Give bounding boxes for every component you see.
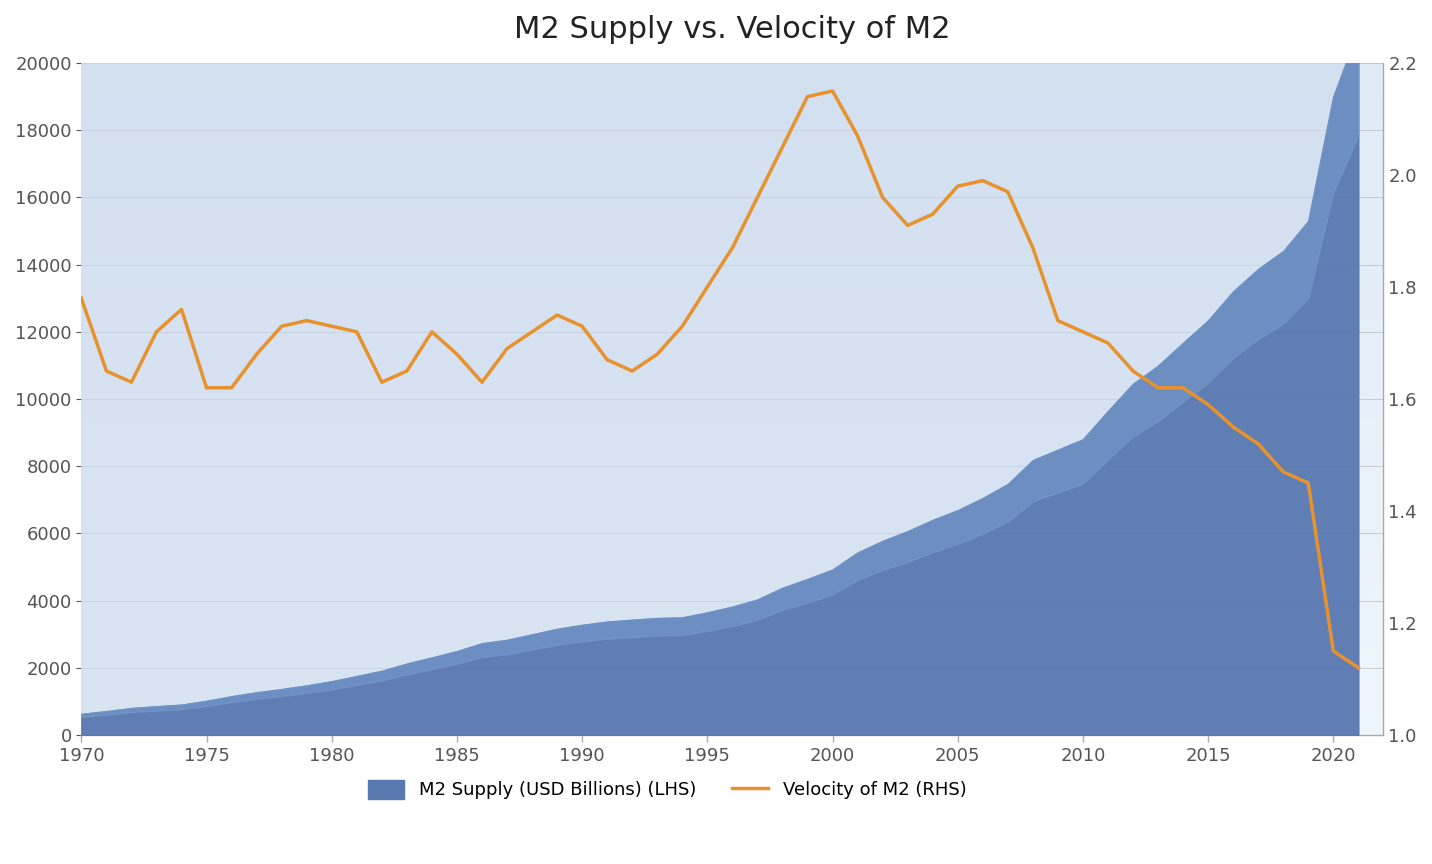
Title: M2 Supply vs. Velocity of M2: M2 Supply vs. Velocity of M2	[514, 15, 951, 44]
Legend: M2 Supply (USD Billions) (LHS), Velocity of M2 (RHS): M2 Supply (USD Billions) (LHS), Velocity…	[361, 772, 974, 807]
